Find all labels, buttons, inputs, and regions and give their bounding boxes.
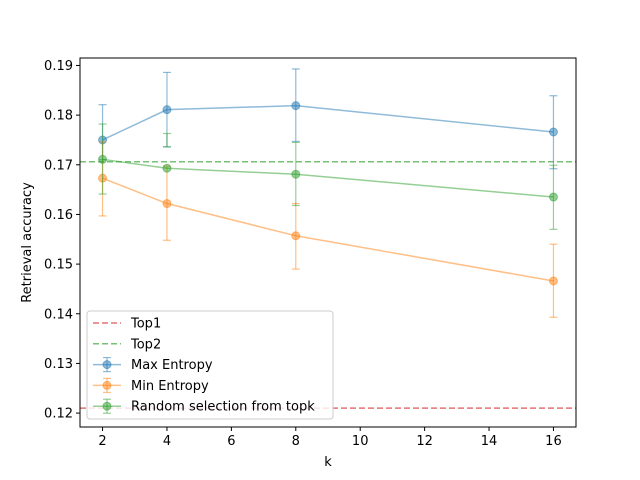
x-tick-label: 8 (292, 434, 300, 449)
x-tick-label: 16 (545, 434, 562, 449)
y-axis-label: Retrieval accuracy (20, 182, 35, 303)
y-tick-label: 0.18 (44, 109, 73, 124)
legend-swatch-marker (102, 401, 112, 411)
series-line (102, 104, 554, 141)
x-tick-label: 6 (227, 434, 235, 449)
legend-label: Min Entropy (131, 379, 209, 394)
data-point (548, 192, 558, 202)
data-point (548, 127, 558, 137)
series-line (102, 177, 554, 282)
legend-label: Max Entropy (131, 358, 213, 373)
legend-label: Top2 (130, 337, 161, 352)
y-tick-label: 0.13 (44, 357, 73, 372)
y-tick-label: 0.19 (44, 59, 73, 74)
x-tick-label: 10 (352, 434, 369, 449)
data-point (162, 199, 172, 209)
x-tick-label: 4 (163, 434, 171, 449)
y-tick-label: 0.12 (44, 407, 73, 422)
series-line (102, 158, 554, 198)
data-point (548, 276, 558, 286)
legend-swatch-marker (102, 360, 112, 370)
x-tick-label: 14 (481, 434, 498, 449)
x-tick-label: 2 (98, 434, 106, 449)
data-point (291, 169, 301, 179)
data-point (291, 231, 301, 241)
y-tick-label: 0.15 (44, 258, 73, 273)
x-tick-label: 12 (416, 434, 433, 449)
y-tick-label: 0.17 (44, 158, 73, 173)
legend-swatch-marker (102, 380, 112, 390)
legend-label: Top1 (130, 317, 161, 332)
data-point (162, 163, 172, 173)
data-point (162, 105, 172, 115)
data-point (291, 101, 301, 111)
x-axis-label: k (324, 455, 332, 470)
data-point (98, 154, 108, 164)
y-tick-label: 0.16 (44, 208, 73, 223)
plot-frame (79, 57, 577, 428)
legend-box (86, 310, 334, 420)
legend: Top1 Top2 Max Entropy Min Entropy Random sel… (86, 310, 334, 420)
legend-label: Random selection from topk (131, 400, 315, 415)
y-tick-label: 0.14 (44, 307, 73, 322)
